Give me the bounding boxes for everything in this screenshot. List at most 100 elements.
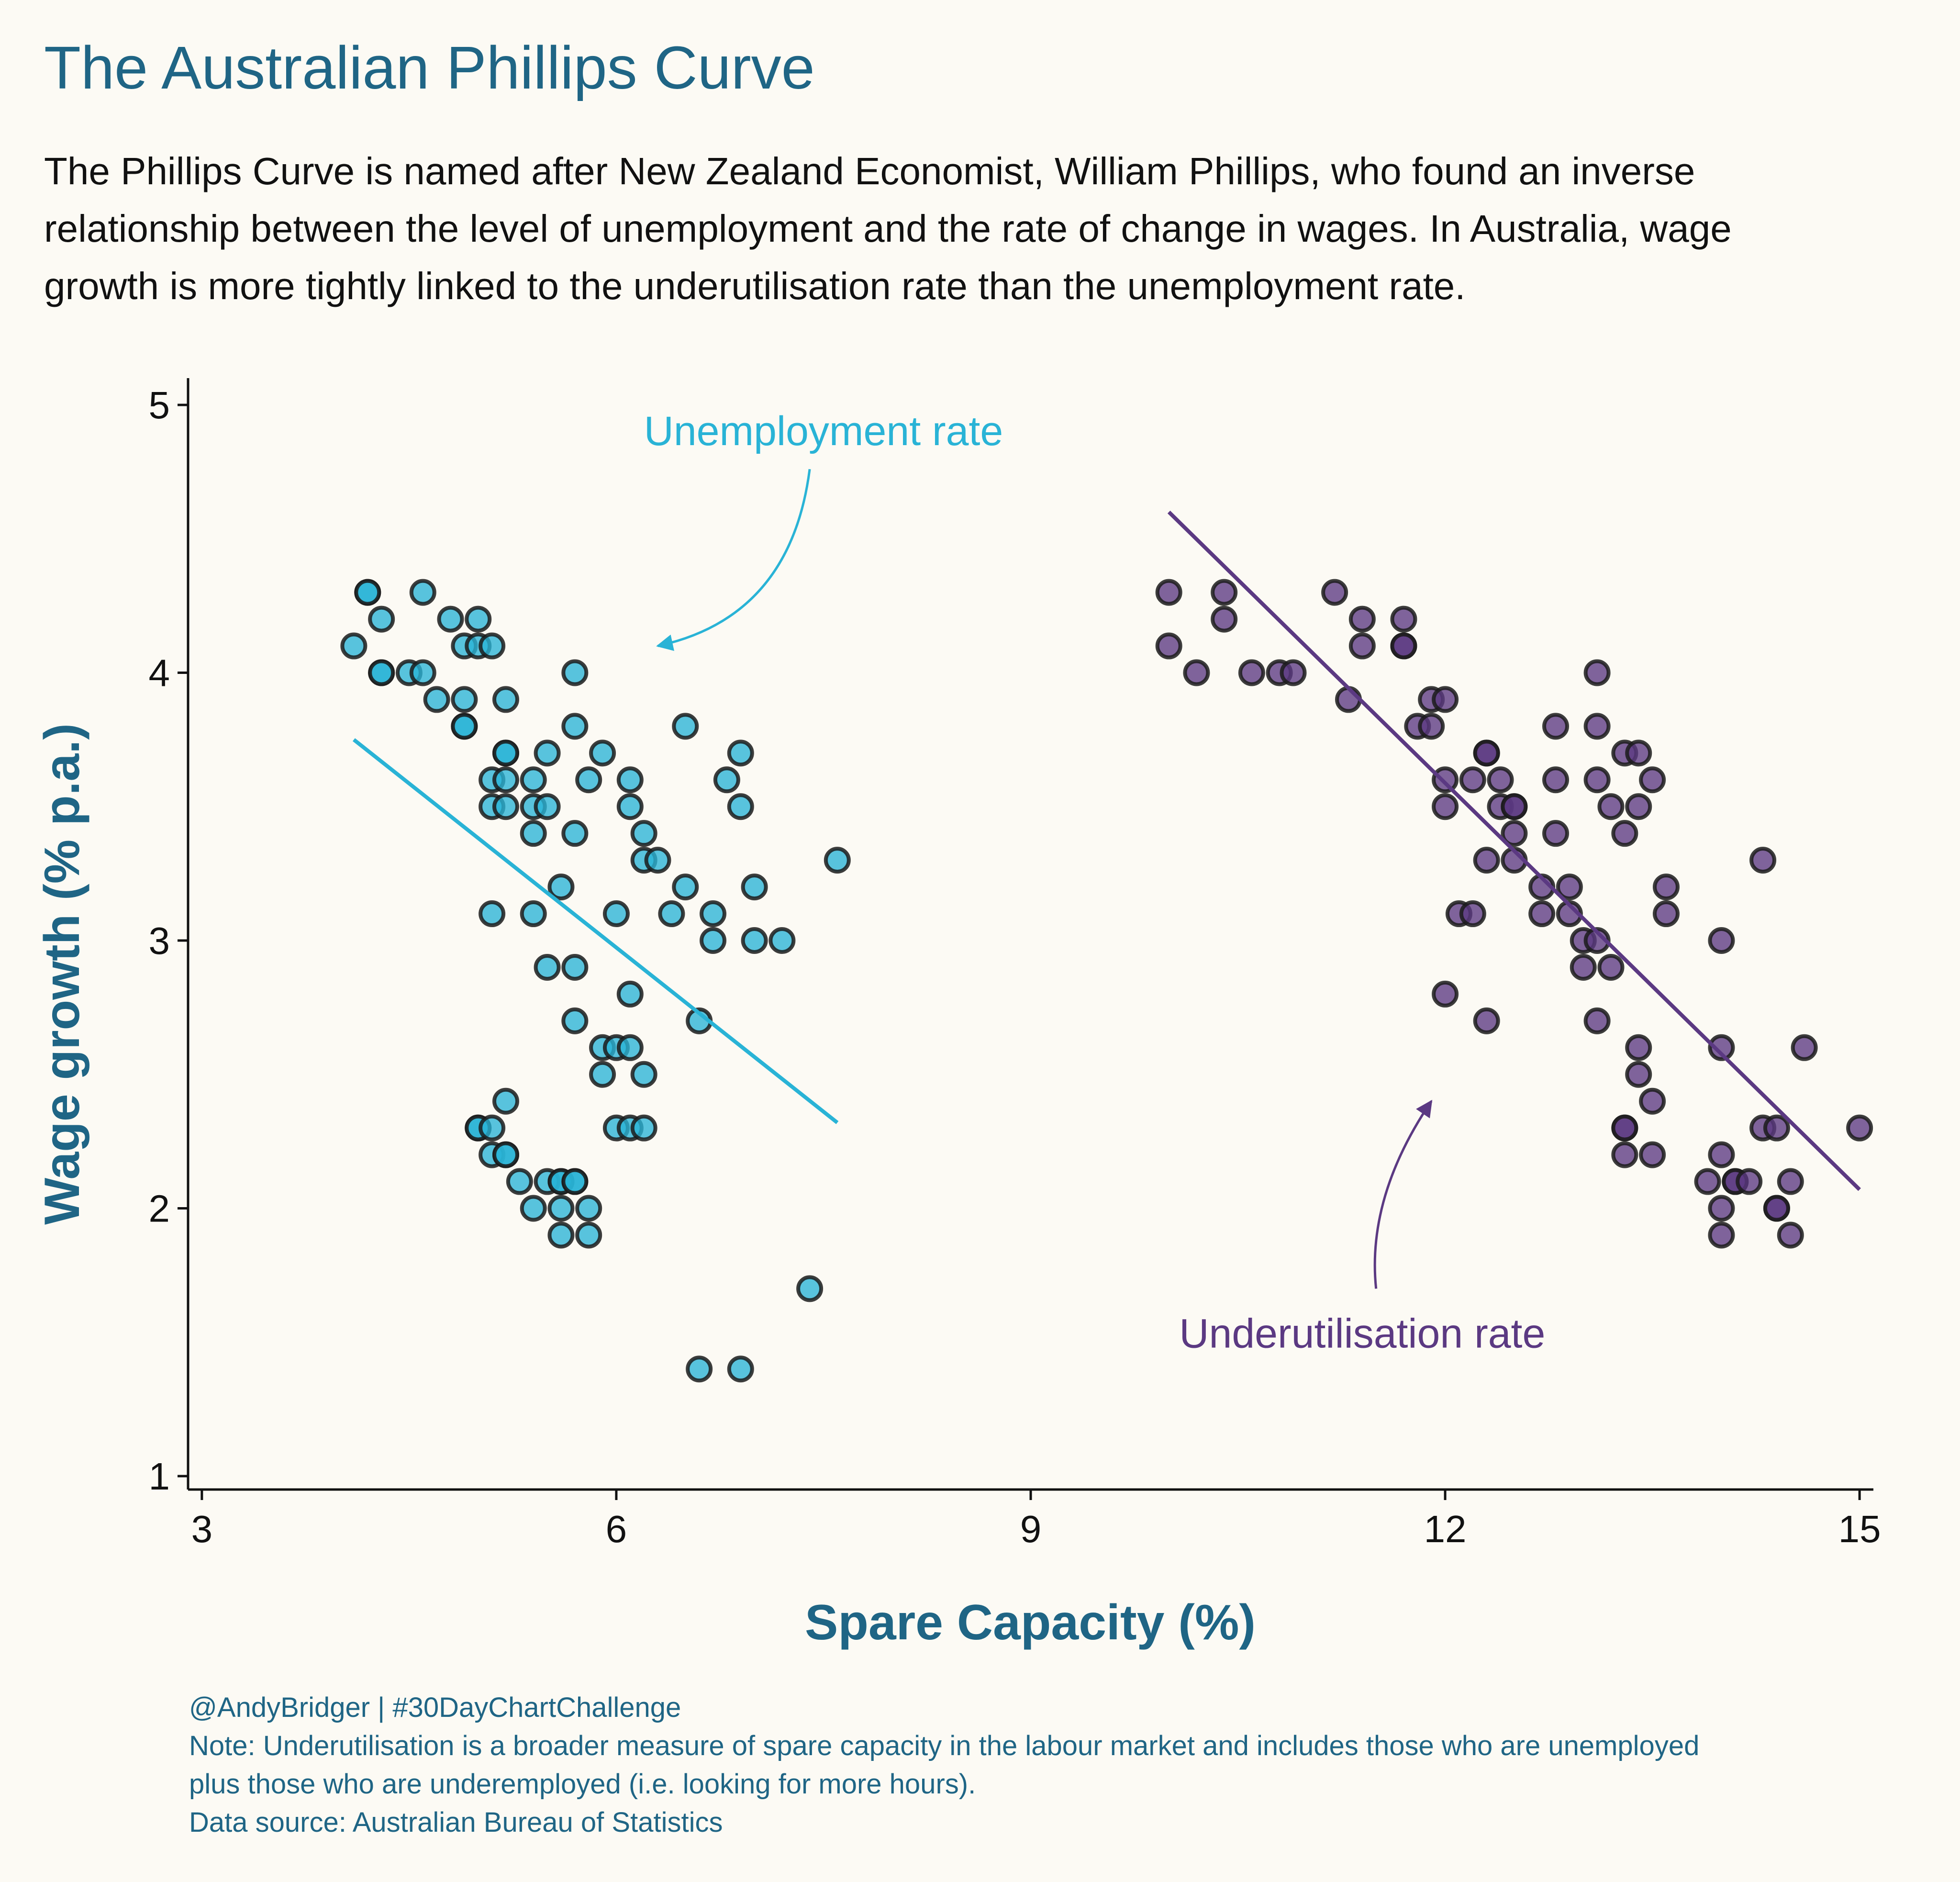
unemployment-point xyxy=(492,686,519,713)
underutilisation-point xyxy=(1611,820,1638,847)
underutilisation-point xyxy=(1625,739,1652,767)
unemployment-point xyxy=(547,1195,575,1222)
unemployment-trend-line xyxy=(352,738,839,1124)
underutilisation-point xyxy=(1321,579,1348,606)
underutilisation-point xyxy=(1211,605,1238,633)
unemployment-point xyxy=(520,766,547,794)
y-axis-title: Wage growth (% p.a.) xyxy=(34,723,90,1225)
unemployment-point xyxy=(561,820,589,847)
caption-note-line-2: plus those who are underemployed (i.e. l… xyxy=(189,1769,976,1800)
underutilisation-point xyxy=(1459,900,1486,928)
unemployment-point xyxy=(492,766,519,794)
unemployment-point xyxy=(575,766,602,794)
unemployment-point xyxy=(520,820,547,847)
underutilisation-point xyxy=(1708,1034,1735,1061)
unemployment-point xyxy=(451,713,478,740)
unemployment-point xyxy=(368,659,395,686)
underutilisation-point xyxy=(1791,1034,1818,1061)
underutilisation-point xyxy=(1583,927,1611,954)
unemployment-point xyxy=(630,820,657,847)
unemployment-point xyxy=(589,1061,616,1088)
underutilisation-point xyxy=(1611,1114,1638,1142)
underutilisation-point xyxy=(1583,1007,1611,1034)
underutilisation-point xyxy=(1542,766,1570,794)
underutilisation-point xyxy=(1432,686,1459,713)
x-tick-label: 6 xyxy=(606,1508,627,1550)
unemployment-point xyxy=(423,686,450,713)
unemployment-point xyxy=(616,980,644,1008)
unemployment-point xyxy=(561,1168,589,1195)
underutilisation-point xyxy=(1639,1141,1666,1168)
underutilisation-point xyxy=(1570,953,1597,981)
unemployment-point xyxy=(727,739,754,767)
unemployment-point xyxy=(727,793,754,820)
unemployment-point xyxy=(589,739,616,767)
underutilisation-point xyxy=(1763,1114,1790,1142)
underutilisation-point xyxy=(1583,766,1611,794)
unemployment-point xyxy=(340,632,368,660)
underutilisation-point xyxy=(1597,793,1625,820)
caption-note-line-1: Note: Underutilisation is a broader meas… xyxy=(189,1730,1699,1761)
underutilisation-point xyxy=(1611,1141,1638,1168)
underutilisation-point xyxy=(1432,980,1459,1008)
unemployment-point xyxy=(547,874,575,901)
unemployment-point xyxy=(700,900,727,928)
unemployment-annotation-arrow xyxy=(656,469,811,651)
underutilisation-point xyxy=(1639,1087,1666,1115)
chart-title: The Australian Phillips Curve xyxy=(44,34,815,101)
underutilisation-point xyxy=(1473,1007,1500,1034)
underutilisation-point xyxy=(1418,713,1445,740)
unemployment-point xyxy=(630,1061,657,1088)
underutilisation-point xyxy=(1625,1061,1652,1088)
underutilisation-point xyxy=(1390,605,1417,633)
unemployment-point xyxy=(644,847,671,874)
underutilisation-point xyxy=(1155,632,1182,660)
underutilisation-point xyxy=(1459,766,1486,794)
y-tick-label: 1 xyxy=(149,1455,170,1498)
underutilisation-point xyxy=(1708,1195,1735,1222)
underutilisation-point xyxy=(1501,793,1528,820)
x-tick-label: 9 xyxy=(1020,1508,1042,1550)
unemployment-point xyxy=(451,686,478,713)
underutilisation-point xyxy=(1335,686,1362,713)
unemployment-point xyxy=(437,605,464,633)
underutilisation-annotation-label: Underutilisation rate xyxy=(1179,1311,1545,1356)
unemployment-point xyxy=(547,1221,575,1249)
y-tick-label: 3 xyxy=(149,919,170,962)
unemployment-point xyxy=(672,713,699,740)
unemployment-point xyxy=(561,953,589,981)
x-tick-label: 3 xyxy=(191,1508,213,1550)
subtitle-line-1: The Phillips Curve is named after New Ze… xyxy=(44,150,1695,192)
underutilisation-point xyxy=(1597,953,1625,981)
underutilisation-point xyxy=(1708,1221,1735,1249)
unemployment-point xyxy=(534,953,561,981)
unemployment-point xyxy=(465,605,492,633)
unemployment-point xyxy=(534,739,561,767)
underutilisation-point xyxy=(1777,1221,1804,1249)
underutilisation-point xyxy=(1348,632,1376,660)
underutilisation-point xyxy=(1280,659,1307,686)
underutilisation-point xyxy=(1708,1141,1735,1168)
unemployment-point xyxy=(561,659,589,686)
y-tick-label: 4 xyxy=(149,651,170,694)
underutilisation-point xyxy=(1155,579,1182,606)
unemployment-point xyxy=(520,900,547,928)
underutilisation-point xyxy=(1473,739,1500,767)
x-tick-label: 15 xyxy=(1838,1508,1881,1550)
underutilisation-point xyxy=(1763,1195,1790,1222)
underutilisation-point xyxy=(1473,847,1500,874)
caption-credit: @AndyBridger | #30DayChartChallenge xyxy=(189,1692,681,1723)
unemployment-point xyxy=(561,1007,589,1034)
unemployment-point xyxy=(602,900,630,928)
underutilisation-point xyxy=(1777,1168,1804,1195)
caption-source: Data source: Australian Bureau of Statis… xyxy=(189,1807,723,1838)
unemployment-point xyxy=(672,874,699,901)
unemployment-point xyxy=(368,605,395,633)
unemployment-point xyxy=(479,1114,506,1142)
underutilisation-point xyxy=(1625,793,1652,820)
underutilisation-point xyxy=(1652,874,1680,901)
underutilisation-point xyxy=(1238,659,1265,686)
underutilisation-point xyxy=(1583,713,1611,740)
unemployment-point xyxy=(534,793,561,820)
